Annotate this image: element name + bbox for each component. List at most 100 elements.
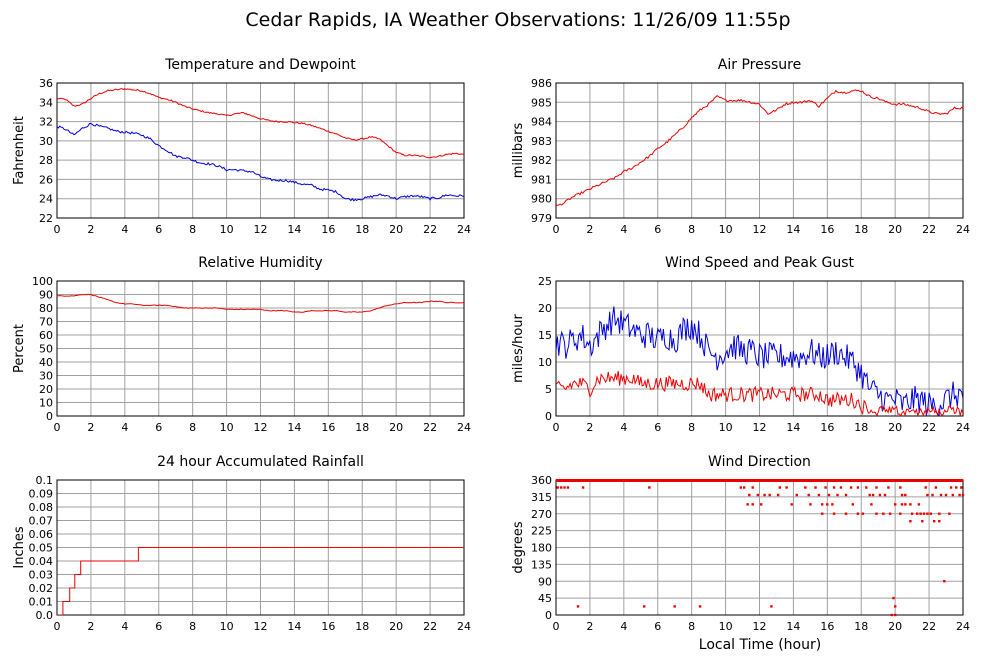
direction-point [746, 503, 749, 506]
y-axis-label: degrees [511, 521, 526, 574]
y-tick-label: 80 [39, 302, 53, 315]
direction-point [904, 503, 907, 506]
direction-point [924, 486, 927, 489]
direction-point [875, 512, 878, 515]
x-tick-label: 12 [254, 620, 268, 633]
x-tick-label: 16 [321, 620, 335, 633]
x-tick-label: 6 [155, 223, 162, 236]
direction-point [770, 605, 773, 608]
direction-point [910, 512, 914, 515]
x-tick-label: 4 [121, 620, 128, 633]
x-tick-label: 20 [389, 620, 403, 633]
direction-point [763, 493, 766, 497]
x-tick-label: 8 [688, 223, 695, 236]
direction-point [933, 520, 936, 523]
series-line-red [57, 87, 464, 159]
x-tick-label: 18 [854, 421, 868, 434]
panel-title: 24 hour Accumulated Rainfall [157, 454, 364, 470]
direction-point [748, 493, 751, 497]
y-tick-label: 983 [531, 135, 552, 148]
y-tick-label: 985 [531, 96, 552, 109]
direction-point [904, 493, 907, 497]
y-tick-label: 24 [39, 193, 53, 206]
y-tick-label: 180 [531, 542, 552, 555]
series-line-red [57, 547, 464, 615]
y-tick-label: 0.07 [29, 515, 54, 528]
y-tick-label: 36 [39, 77, 53, 90]
x-tick-label: 22 [922, 421, 936, 434]
y-tick-label: 15 [538, 329, 552, 342]
direction-point [827, 493, 831, 497]
x-tick-label: 22 [922, 223, 936, 236]
x-tick-label: 6 [654, 421, 661, 434]
x-tick-label: 14 [786, 421, 800, 434]
direction-point [804, 486, 807, 489]
panel-pressure: 0 2 4 6 8 10 12 14 16 18 20 22 249799809819829839849… [511, 57, 970, 236]
x-tick-label: 12 [254, 223, 268, 236]
plot-frame [56, 280, 465, 417]
panel-direction: 0 2 4 6 8 10 12 14 16 18 20 22 240459013518022527031… [511, 454, 970, 633]
direction-point [795, 493, 798, 497]
direction-point [951, 493, 954, 497]
direction-point [817, 493, 821, 497]
y-axis-label: miles/hour [511, 313, 526, 382]
x-tick-label: 0 [553, 223, 560, 236]
x-tick-label: 10 [719, 223, 733, 236]
direction-point [894, 503, 897, 506]
direction-point [576, 605, 580, 608]
panel-title: Wind Direction [708, 454, 811, 470]
y-tick-label: 0.01 [29, 596, 54, 609]
x-tick-label: 10 [719, 620, 733, 633]
x-tick-label: 10 [719, 421, 733, 434]
panel-rain: 0 2 4 6 8 10 12 14 16 18 20 22 240.00.010.020.030.04… [12, 454, 471, 633]
direction-point [648, 486, 651, 489]
plot-frame [555, 82, 964, 219]
direction-point [832, 512, 836, 515]
x-tick-label: 18 [355, 223, 369, 236]
direction-point [743, 486, 746, 489]
x-axis-label: Local Time (hour) [699, 637, 821, 653]
direction-point [581, 486, 585, 489]
x-tick-label: 20 [389, 421, 403, 434]
x-tick-label: 22 [423, 223, 437, 236]
x-tick-label: 14 [287, 421, 301, 434]
x-tick-label: 14 [786, 620, 800, 633]
y-tick-label: 986 [531, 77, 552, 90]
x-tick-label: 4 [620, 421, 627, 434]
direction-point [875, 486, 878, 489]
y-axis-label: millibars [511, 123, 526, 179]
x-tick-label: 2 [586, 620, 593, 633]
direction-point [921, 520, 924, 523]
direction-point [566, 486, 570, 489]
x-tick-label: 4 [121, 421, 128, 434]
x-tick-label: 0 [54, 620, 61, 633]
y-tick-label: 22 [39, 212, 53, 225]
y-tick-label: 0.02 [29, 582, 54, 595]
x-tick-label: 8 [688, 620, 695, 633]
y-tick-label: 28 [39, 154, 53, 167]
x-tick-label: 18 [355, 421, 369, 434]
direction-point [955, 486, 958, 489]
direction-point [849, 486, 853, 489]
series-line-red [556, 370, 963, 416]
direction-point [856, 512, 860, 515]
x-tick-label: 10 [220, 421, 234, 434]
direction-point [870, 503, 873, 506]
x-tick-label: 6 [654, 620, 661, 633]
direction-point [698, 605, 702, 608]
direction-point [871, 493, 875, 497]
y-tick-label: 25 [538, 275, 552, 288]
direction-point [756, 493, 759, 497]
direction-point [856, 486, 860, 489]
series-line-blue [556, 306, 963, 416]
direction-point [890, 613, 893, 617]
y-axis-label: Inches [12, 526, 27, 568]
x-tick-label: 4 [121, 223, 128, 236]
direction-point [751, 503, 754, 506]
y-tick-label: 70 [39, 316, 53, 329]
direction-point [844, 512, 848, 515]
direction-point [826, 503, 829, 506]
y-tick-label: 60 [39, 329, 53, 342]
direction-point [777, 493, 780, 497]
direction-point [821, 512, 824, 515]
